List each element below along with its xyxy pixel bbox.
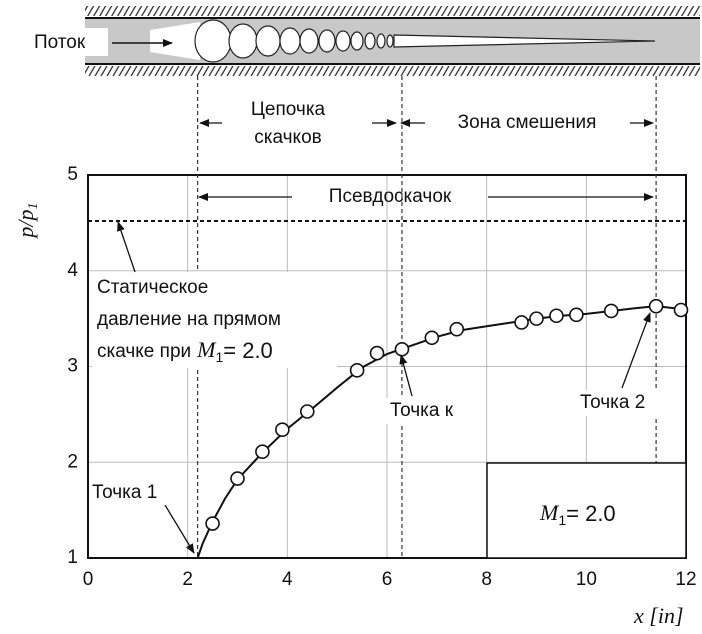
x-tick-label: 4 [282,569,293,590]
figure: Поток Цепочка скачков Зона смешения 0 2 4 6… [0,0,702,634]
data-point [395,343,408,356]
subscript: 1 [26,202,41,209]
x-tick-label: 10 [576,569,597,590]
data-point [675,304,688,317]
shock-cell [195,20,231,62]
data-point [515,316,528,329]
data-point [206,517,219,530]
y-tick-label: 2 [67,451,78,472]
shock-cell [229,24,257,58]
data-point [450,323,463,336]
data-point [530,312,543,325]
zone-label: Зона смешения [458,112,597,133]
y-axis-label: p/p1 [13,202,41,239]
data-point [605,304,618,317]
data-point [371,347,384,360]
zone-label: скачков [254,127,321,148]
shock-cell [387,35,393,47]
duct-wall [85,6,700,16]
x-tick-label: 0 [83,569,94,590]
inset-text: M1= 2.0 [539,500,616,528]
x-axis-label: x [in] [633,603,684,628]
subscript: 1 [558,512,566,528]
symbol: M [539,500,560,525]
annotation: скачке при [97,341,191,362]
annotation: Статическое [97,277,208,298]
data-point [256,445,269,458]
y-tick-label: 4 [67,260,78,281]
page: Поток Цепочка скачков Зона смешения 0 2 4 6… [0,0,702,634]
data-point [550,309,563,322]
duct-wall [85,66,700,76]
annotation: Точка 2 [580,392,645,413]
shock-cell [377,34,385,48]
y-tick-label: 1 [67,547,78,568]
annotation: Точка 1 [92,482,157,503]
x-tick-label: 8 [481,569,492,590]
shock-cell [351,32,363,50]
duct-diagram: Поток [0,6,700,76]
shock-cell [319,30,335,52]
shock-cell [336,31,350,51]
data-point [276,423,289,436]
zone-label: Цепочка [251,99,326,120]
shock-cell [256,26,280,56]
y-tick-label: 3 [67,356,78,377]
shock-cell [300,29,318,53]
y-tick-label: 5 [67,164,78,185]
value-text: = 2.0 [566,501,616,526]
annotation: давление на прямом [97,309,281,330]
value-text: = 2.0 [223,338,273,363]
shock-cell [280,28,300,54]
x-tick-label: 6 [382,569,393,590]
data-point [425,331,438,344]
annotation: Точка к [390,400,454,421]
subscript: 1 [215,349,223,365]
symbol: M [196,337,217,362]
shock-cell [365,33,375,49]
flow-label: Поток [34,32,86,53]
annotation: Псевдоскачок [329,186,452,207]
y-axis-label: p/p [13,209,38,239]
x-tick-label: 12 [675,569,696,590]
data-point [650,300,663,313]
x-tick-label: 2 [182,569,193,590]
data-point [351,364,364,377]
data-point [231,472,244,485]
data-point [301,405,314,418]
data-point [570,308,583,321]
